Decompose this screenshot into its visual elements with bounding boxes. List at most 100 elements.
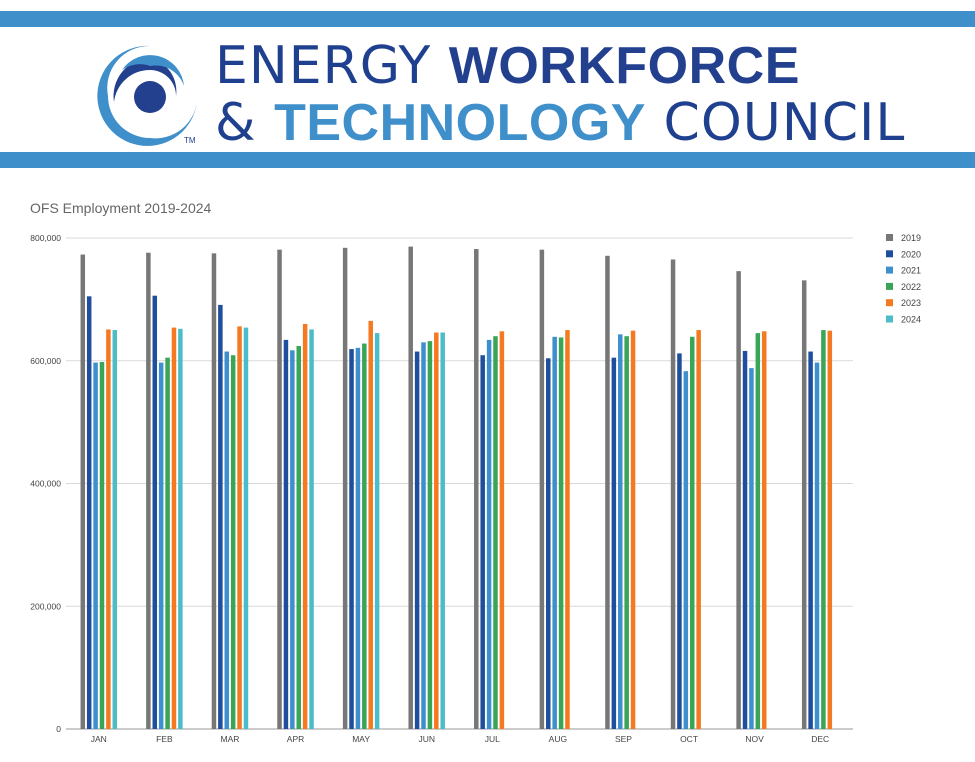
x-tick-label: NOV — [745, 734, 764, 744]
bar-2022-oct — [689, 336, 695, 729]
bar-2024-jun — [440, 332, 445, 729]
bar-2023-jun — [434, 332, 439, 729]
bar-2019-may — [342, 247, 348, 729]
x-tick-label: SEP — [615, 734, 632, 744]
bar-2022-jan — [99, 361, 105, 729]
bar-2019-jul — [474, 249, 479, 730]
bar-2020-feb — [152, 295, 158, 729]
y-tick-label: 200,000 — [30, 601, 61, 611]
bar-2022-mar — [230, 355, 236, 729]
bar-2023-oct — [696, 330, 701, 729]
bar-2022-nov — [755, 333, 761, 729]
bar-2019-nov — [736, 271, 741, 729]
bar-2019-feb — [146, 252, 151, 730]
bar-2023-mar — [237, 326, 242, 729]
bar-2019-oct — [670, 259, 676, 729]
bar-2023-jan — [106, 329, 111, 729]
x-tick-label: MAR — [221, 734, 240, 744]
trademark-mark: TM — [184, 136, 196, 145]
bar-2021-jan — [93, 362, 98, 729]
legend-swatch-2023 — [886, 299, 893, 307]
bar-2023-feb — [171, 327, 177, 729]
bar-2019-sep — [605, 255, 610, 729]
bar-2024-may — [374, 333, 380, 729]
bar-2022-dec — [821, 330, 826, 729]
bar-2021-sep — [618, 334, 623, 729]
bar-2023-dec — [827, 330, 833, 729]
legend-swatch-2021 — [886, 266, 893, 274]
y-tick-label: 0 — [56, 724, 61, 734]
legend-swatch-2024 — [886, 315, 893, 323]
bar-2024-apr — [309, 329, 314, 729]
legend-swatch-2020 — [886, 250, 893, 258]
x-tick-label: JUL — [485, 734, 500, 744]
bar-2021-nov — [749, 368, 754, 729]
swirl-logo-icon — [97, 45, 197, 146]
brand-line-2: & TECHNOLOGY COUNCIL — [215, 95, 905, 151]
bar-2022-apr — [296, 346, 301, 729]
bar-2019-jun — [408, 246, 413, 729]
bar-2019-jan — [80, 254, 86, 730]
bar-2020-oct — [677, 353, 682, 729]
bar-2019-dec — [801, 280, 807, 729]
bar-2024-feb — [178, 328, 183, 729]
bar-2023-apr — [302, 323, 308, 729]
legend-label-2022: 2022 — [901, 282, 921, 292]
bar-2021-dec — [814, 362, 820, 729]
y-tick-label: 800,000 — [30, 233, 61, 243]
brand-word-workforce: WORKFORCE — [448, 37, 800, 95]
brand-line-1: ENERGY WORKFORCE — [215, 38, 800, 94]
legend-label-2020: 2020 — [901, 249, 921, 259]
brand-word-council: COUNCIL — [645, 93, 906, 153]
bar-2021-apr — [290, 350, 295, 729]
chart-title: OFS Employment 2019-2024 — [30, 200, 212, 216]
bar-2021-oct — [683, 371, 689, 729]
bar-2020-jul — [480, 355, 485, 729]
bar-2024-mar — [243, 327, 249, 729]
bar-2023-sep — [630, 330, 636, 729]
bar-2020-apr — [283, 339, 289, 729]
bar-2023-may — [368, 320, 373, 729]
bar-2020-aug — [546, 358, 551, 729]
header-stripe-bottom — [0, 152, 975, 168]
bar-2023-aug — [565, 330, 570, 729]
x-tick-label: APR — [287, 734, 304, 744]
x-tick-label: JAN — [91, 734, 107, 744]
legend-label-2019: 2019 — [901, 233, 921, 243]
bar-2019-apr — [277, 249, 282, 729]
bar-2023-nov — [761, 331, 767, 729]
brand-ampersand: & — [215, 93, 275, 153]
bar-2022-feb — [165, 357, 170, 729]
x-tick-label: MAY — [352, 734, 370, 744]
x-tick-label: AUG — [549, 734, 567, 744]
bar-2020-nov — [742, 350, 748, 729]
bar-2021-jul — [486, 339, 492, 729]
x-tick-label: DEC — [811, 734, 829, 744]
bar-2020-mar — [218, 304, 223, 729]
bar-2020-dec — [808, 351, 813, 729]
legend-swatch-2022 — [886, 282, 893, 290]
header-stripe-top — [0, 11, 975, 27]
bar-2021-aug — [552, 336, 557, 729]
bar-2023-jul — [499, 331, 505, 729]
bar-2020-sep — [611, 357, 617, 729]
bar-2019-aug — [539, 249, 545, 729]
bar-2021-mar — [224, 351, 230, 729]
legend-label-2024: 2024 — [901, 315, 921, 325]
brand-word-energy: ENERGY — [215, 36, 449, 96]
bar-2022-may — [362, 343, 367, 729]
bar-2021-feb — [158, 362, 164, 729]
legend-swatch-2019 — [886, 234, 893, 241]
bar-2020-jan — [86, 296, 92, 729]
bar-2022-aug — [558, 337, 564, 729]
bar-2022-jun — [427, 341, 433, 729]
bar-2021-may — [355, 347, 361, 729]
bar-2022-jul — [493, 336, 498, 729]
bar-2020-jun — [414, 351, 420, 729]
bar-2022-sep — [624, 336, 629, 729]
bar-2024-jan — [112, 330, 118, 729]
y-tick-label: 600,000 — [30, 356, 61, 366]
x-tick-label: OCT — [680, 734, 698, 744]
brand-word-technology: TECHNOLOGY — [274, 94, 646, 152]
